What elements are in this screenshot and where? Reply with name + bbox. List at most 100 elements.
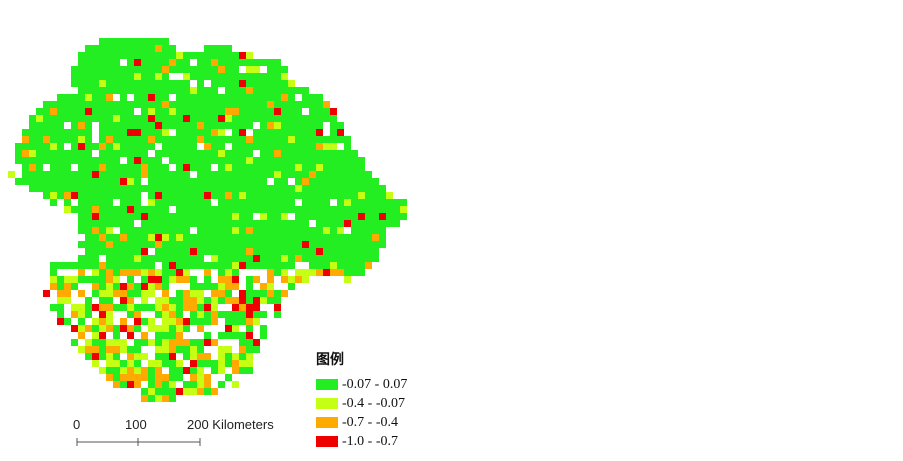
raster-cell [127,45,134,52]
raster-cell [246,157,253,164]
raster-cell [218,108,225,115]
raster-cell [155,94,162,101]
raster-cell [316,213,323,220]
raster-cell [260,171,267,178]
raster-cell [379,241,386,248]
raster-cell [344,248,351,255]
raster-cell [190,66,197,73]
raster-cell [64,199,71,206]
raster-cell [43,115,50,122]
raster-cell [169,192,176,199]
raster-cell [260,101,267,108]
raster-cell [211,297,218,304]
raster-cell [141,59,148,66]
raster-cell [134,255,141,262]
raster-cell [183,220,190,227]
raster-cell [197,353,204,360]
raster-cell [106,185,113,192]
raster-cell [281,87,288,94]
raster-cell [64,129,71,136]
raster-cell [169,374,176,381]
raster-cell [225,45,232,52]
raster-cell [85,276,92,283]
raster-cell [281,227,288,234]
raster-cell [57,318,64,325]
raster-cell [204,227,211,234]
raster-cell [162,101,169,108]
raster-cell [267,269,274,276]
raster-cell [92,318,99,325]
raster-cell [323,255,330,262]
raster-cell [232,206,239,213]
raster-cell [155,73,162,80]
raster-cell [204,234,211,241]
raster-cell [113,157,120,164]
raster-cell [309,255,316,262]
raster-cell [281,276,288,283]
raster-cell [225,325,232,332]
raster-cell [134,360,141,367]
raster-cell [295,122,302,129]
raster-cell [260,115,267,122]
raster-cell [239,87,246,94]
raster-cell [190,381,197,388]
raster-cell [120,367,127,374]
raster-cell [400,213,407,220]
raster-cell [169,332,176,339]
raster-cell [141,122,148,129]
legend: 图例 -0.07 - 0.07 -0.4 - -0.07 -0.7 - -0.4 -1… [316,349,407,451]
raster-cell [176,241,183,248]
raster-cell [330,108,337,115]
raster-cell [253,255,260,262]
raster-cell [344,241,351,248]
raster-cell [99,311,106,318]
raster-cell [239,199,246,206]
raster-cell [218,220,225,227]
raster-cell [358,185,365,192]
raster-cell [148,66,155,73]
raster-cell [274,150,281,157]
raster-cell [232,381,239,388]
raster-cell [148,269,155,276]
raster-cell [232,59,239,66]
legend-label: -1.0 - -0.7 [342,433,398,449]
raster-cell [197,164,204,171]
raster-cell [120,220,127,227]
raster-cell [246,122,253,129]
scale-bar: 0 100 200 Kilometers [70,417,290,457]
raster-cell [183,178,190,185]
raster-cell [330,171,337,178]
raster-cell [148,255,155,262]
raster-cell [134,346,141,353]
raster-cell [281,171,288,178]
raster-cell [204,388,211,395]
raster-cell [127,360,134,367]
raster-cell [358,213,365,220]
raster-cell [120,290,127,297]
raster-cell [148,73,155,80]
raster-cell [281,108,288,115]
raster-cell [218,367,225,374]
raster-cell [358,248,365,255]
raster-cell [169,45,176,52]
raster-cell [393,213,400,220]
raster-cell [253,199,260,206]
raster-cell [281,80,288,87]
raster-cell [15,150,22,157]
raster-cell [134,115,141,122]
raster-cell [218,45,225,52]
raster-cell [113,381,120,388]
raster-cell [141,339,148,346]
raster-cell [211,388,218,395]
raster-cell [92,332,99,339]
raster-cell [127,87,134,94]
raster-cell [246,115,253,122]
raster-cell [239,367,246,374]
raster-cell [92,45,99,52]
raster-cell [85,213,92,220]
raster-cell [92,325,99,332]
raster-cell [183,157,190,164]
raster-cell [183,164,190,171]
raster-cell [113,101,120,108]
raster-cell [330,122,337,129]
